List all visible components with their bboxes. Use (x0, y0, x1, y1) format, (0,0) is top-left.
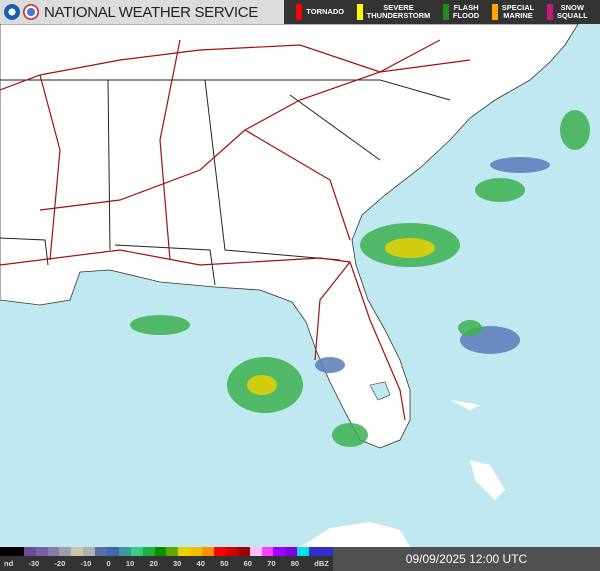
scale-swatch (273, 547, 286, 556)
scale-swatch (35, 547, 48, 556)
warning-label: TORNADO (306, 7, 345, 16)
scale-swatch (107, 547, 119, 556)
radar-echoes (130, 110, 590, 447)
state-borders (0, 79, 451, 286)
scale-swatch (190, 547, 203, 556)
scale-tick: -30 (28, 559, 40, 568)
scale-tick: dBZ (314, 559, 329, 568)
scale-swatch (130, 547, 143, 556)
bahamas (450, 400, 505, 500)
timestamp: 09/09/2025 12:00 UTC (333, 547, 600, 571)
radar-map[interactable] (0, 24, 600, 547)
highways (0, 39, 471, 421)
warning-swatch (442, 4, 449, 20)
scale-swatch (309, 547, 322, 556)
radar-echo (315, 357, 345, 373)
scale-swatch (225, 547, 238, 556)
site-title: NATIONAL WEATHER SERVICE (44, 3, 258, 21)
scale-swatch (142, 547, 155, 556)
scale-swatch (214, 547, 226, 556)
scale-tick: 10 (125, 559, 135, 568)
warning-swatch (356, 4, 363, 20)
scale-swatch (166, 547, 179, 556)
keys (300, 522, 410, 547)
scale-tick: 40 (196, 559, 205, 568)
radar-echo (560, 110, 590, 150)
header: NATIONAL WEATHER SERVICE TORNADO SEVERE T… (0, 0, 600, 24)
warning-swatch (296, 4, 303, 20)
color-scale (0, 547, 333, 556)
scale-tick: 0 (106, 559, 111, 568)
scale-swatch (321, 547, 333, 556)
scale-swatch (95, 547, 108, 556)
land (0, 24, 579, 449)
scale-tick: 80 (290, 559, 300, 568)
scale-swatch (0, 547, 12, 556)
radar-echo (475, 178, 525, 202)
scale-swatch (11, 547, 24, 556)
scale-swatch (83, 547, 96, 556)
scale-swatch (285, 547, 298, 556)
warning-label: FLASH FLOOD (452, 3, 480, 20)
scale-swatch (118, 547, 131, 556)
scale-swatch (59, 547, 72, 556)
scale-swatch (261, 547, 274, 556)
warning-label: SEVERE THUNDERSTORM (366, 3, 431, 20)
nws-logo (23, 4, 39, 20)
warning-swatch (546, 4, 553, 20)
scale-swatch (47, 547, 60, 556)
warning-key: SEVERE THUNDERSTORM (356, 3, 431, 20)
warning-key: SPECIAL MARINE (491, 3, 535, 20)
scale-tick: 60 (243, 559, 252, 568)
warning-legend: TORNADO SEVERE THUNDERSTORM FLASH FLOOD SPE… (284, 0, 600, 24)
scale-swatch (178, 547, 191, 556)
lake-okeechobee (369, 381, 391, 401)
radar-echo (490, 157, 550, 173)
scale-swatch (297, 547, 310, 556)
scale-tick: 30 (172, 559, 182, 568)
scale-tick: 70 (267, 559, 276, 568)
brand: NATIONAL WEATHER SERVICE (0, 0, 284, 24)
warning-key: SNOW SQUALL (546, 3, 588, 20)
scale-swatch (71, 547, 84, 556)
radar-echo (332, 423, 368, 447)
scale-swatch (202, 547, 215, 556)
dbz-legend: nd -30 -20 -10 0 10 20 30 40 50 60 70 80 dBZ (0, 547, 333, 571)
scale-tick: nd (4, 559, 14, 568)
radar-echo (385, 238, 435, 258)
warning-swatch (491, 4, 498, 20)
radar-echo (130, 315, 190, 335)
radar-echo (247, 375, 277, 395)
scale-tick: 20 (149, 559, 158, 568)
radar-echo (458, 320, 482, 336)
warning-key: FLASH FLOOD (442, 3, 480, 20)
scale-swatch (249, 547, 262, 556)
scale-tick: -10 (80, 559, 92, 568)
scale-swatch (237, 547, 250, 556)
scale-swatch (154, 547, 167, 556)
warning-label: SPECIAL MARINE (501, 3, 535, 20)
noaa-logo (4, 4, 20, 20)
scale-swatch (23, 547, 36, 556)
scale-tick: 50 (220, 559, 229, 568)
scale-ticks: nd -30 -20 -10 0 10 20 30 40 50 60 70 80 dBZ (0, 556, 333, 571)
warning-key: TORNADO (296, 4, 344, 20)
warning-label: SNOW SQUALL (556, 3, 588, 20)
scale-tick: -20 (54, 559, 66, 568)
